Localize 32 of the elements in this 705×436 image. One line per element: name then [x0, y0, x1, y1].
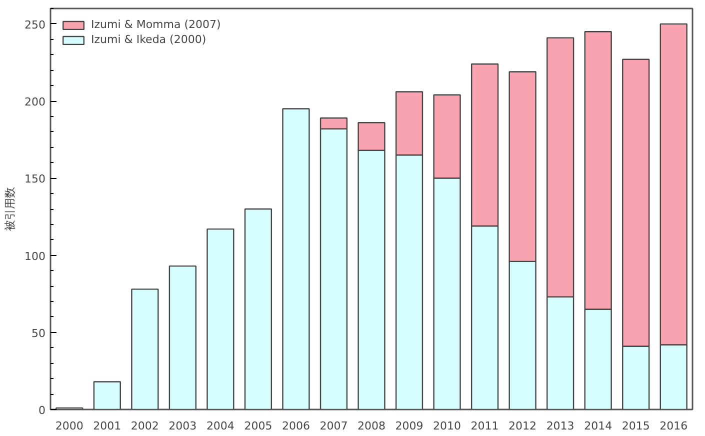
- bar: [168, 265, 196, 410]
- x-tick-label: 2010: [433, 420, 462, 432]
- x-tick-label: 2000: [55, 420, 84, 432]
- y-tick-label: 150: [24, 172, 46, 186]
- x-tick-label: 2002: [130, 420, 159, 432]
- y-axis-title: 被引用数: [4, 187, 17, 231]
- x-tick-label: 2013: [546, 420, 574, 432]
- x-tick-label: 2012: [508, 420, 537, 432]
- x-tick-label: 2016: [660, 420, 688, 432]
- x-tick-label: 2003: [168, 420, 197, 432]
- y-tick-label: 200: [24, 96, 46, 109]
- x-tick-label: 2011: [470, 420, 499, 432]
- bar: [131, 288, 159, 410]
- x-tick-label: 2008: [358, 420, 386, 432]
- x-tick-label: 2007: [320, 420, 348, 432]
- x-tick-label: 2009: [395, 420, 424, 432]
- y-tick-label: 250: [24, 18, 46, 32]
- x-tick-label: 2014: [584, 420, 612, 432]
- bar: [206, 228, 234, 410]
- x-tick-label: 2005: [244, 420, 272, 432]
- legend-label: Izumi & Momma (2007): [91, 18, 221, 31]
- bar: [282, 108, 310, 410]
- x-tick-label: 2001: [93, 420, 122, 432]
- x-tick-label: 2006: [282, 420, 310, 432]
- y-tick-label: 100: [24, 250, 46, 263]
- legend-label: Izumi & Ikeda (2000): [91, 33, 206, 46]
- bar: [244, 208, 272, 410]
- x-tick-label: 2015: [622, 420, 650, 432]
- y-tick-label: 50: [32, 326, 46, 340]
- bar: [93, 381, 121, 410]
- x-tick-label: 2004: [206, 420, 234, 432]
- y-tick-label: 0: [38, 404, 46, 417]
